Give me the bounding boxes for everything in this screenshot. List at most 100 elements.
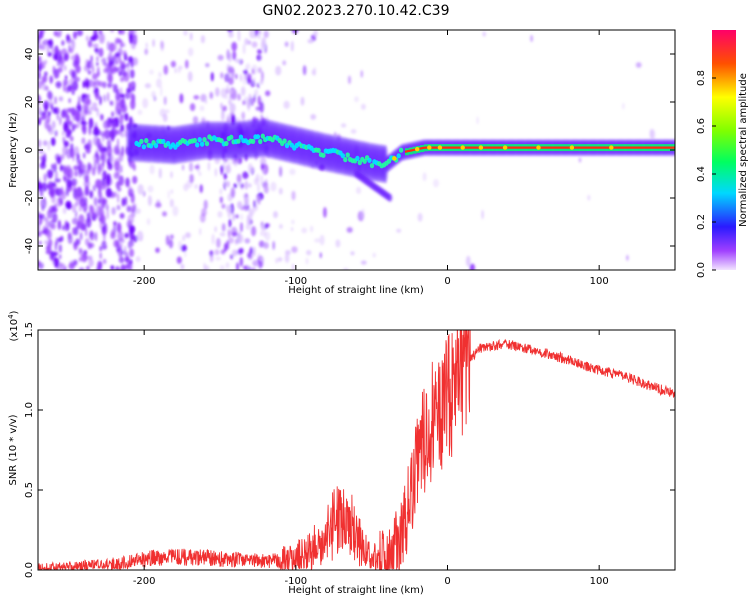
noise-speckle	[260, 174, 264, 186]
noise-speckle	[96, 137, 101, 149]
noise-speckle	[160, 85, 163, 97]
noise-speckle	[279, 166, 283, 178]
noise-speckle	[290, 40, 294, 52]
noise-speckle	[275, 257, 279, 264]
noise-speckle	[127, 188, 134, 197]
noise-speckle	[264, 43, 267, 54]
noise-speckle	[90, 61, 94, 70]
noise-speckle	[69, 135, 74, 142]
noise-speckle	[167, 190, 170, 200]
noise-speckle	[66, 37, 72, 44]
noise-speckle	[124, 232, 129, 239]
noise-speckle	[108, 130, 114, 138]
colorbar-label: Normalized spectral amplitude	[738, 73, 749, 227]
ridge-core-blob	[204, 141, 210, 147]
noise-speckle	[48, 190, 55, 196]
noise-speckle	[46, 124, 52, 132]
noise-speckle	[232, 212, 235, 222]
ridge-peak-point	[392, 156, 397, 161]
noise-speckle	[650, 129, 656, 140]
ridge-core-blob	[195, 142, 200, 148]
noise-speckle	[124, 196, 128, 206]
noise-speckle	[179, 93, 184, 104]
noise-speckle	[152, 39, 155, 48]
ridge-core-blob	[258, 138, 263, 145]
noise-speckle	[132, 235, 138, 243]
noise-speckle	[239, 73, 242, 82]
noise-speckle	[117, 138, 119, 148]
noise-speckle	[76, 191, 79, 196]
noise-speckle	[243, 69, 248, 75]
noise-speckle	[229, 254, 234, 260]
noise-speckle	[106, 205, 109, 212]
noise-speckle	[241, 111, 246, 121]
noise-speckle	[127, 65, 130, 75]
noise-speckle	[237, 93, 241, 101]
noise-speckle	[75, 64, 81, 74]
noise-speckle	[119, 212, 125, 219]
noise-speckle	[43, 100, 49, 111]
noise-speckle	[106, 92, 110, 102]
noise-speckle	[44, 240, 49, 245]
noise-speckle	[184, 251, 187, 258]
noise-speckle	[209, 254, 214, 263]
noise-speckle	[160, 41, 164, 50]
noise-speckle	[78, 95, 81, 106]
noise-speckle	[60, 235, 64, 242]
noise-speckle	[62, 82, 66, 92]
noise-speckle	[102, 170, 107, 180]
noise-speckle	[103, 120, 110, 129]
noise-speckle	[129, 33, 133, 44]
snr-y-label: SNR (10 * v/v)	[8, 414, 19, 485]
noise-speckle	[66, 222, 70, 231]
noise-speckle	[127, 214, 134, 225]
noise-speckle	[253, 76, 256, 84]
noise-speckle	[165, 235, 170, 246]
noise-speckle	[232, 249, 238, 257]
colorbar: 0.0 0.2 0.4 0.6 0.8 Normalized spectral ampl…	[696, 30, 749, 278]
noise-speckle	[80, 116, 86, 125]
noise-speckle	[100, 131, 104, 137]
ridge-peak-point	[460, 145, 465, 150]
noise-speckle	[85, 228, 88, 237]
noise-speckle	[85, 238, 90, 246]
noise-speckle	[41, 182, 48, 192]
x-tick-label: -100	[284, 576, 307, 587]
noise-speckle	[176, 256, 182, 264]
noise-speckle	[252, 260, 259, 267]
colorbar-ticks: 0.0 0.2 0.4 0.6 0.8	[696, 70, 716, 278]
noise-speckle	[163, 65, 169, 75]
noise-speckle	[53, 68, 60, 79]
noise-speckle	[60, 187, 64, 197]
noise-speckle	[291, 30, 299, 34]
noise-speckle	[47, 52, 52, 57]
noise-speckle	[111, 64, 117, 75]
noise-speckle	[142, 98, 149, 109]
noise-speckle	[309, 225, 314, 233]
noise-speckle	[107, 162, 113, 171]
noise-speckle	[118, 30, 122, 35]
ridge-core-blob	[340, 153, 345, 159]
noise-speckle	[49, 251, 54, 261]
ridge-core-blob	[345, 152, 350, 158]
noise-speckle	[305, 257, 309, 265]
ridge-core-blob	[153, 143, 159, 149]
noise-speckle	[54, 240, 58, 251]
snr-background	[38, 330, 675, 570]
noise-speckle	[84, 218, 90, 225]
noise-speckle	[68, 48, 74, 54]
y-tick-label: -40	[24, 238, 35, 254]
noise-speckle	[58, 30, 63, 35]
noise-speckle	[182, 164, 185, 171]
noise-speckle	[130, 259, 133, 265]
noise-speckle	[228, 77, 234, 85]
colorbar-tick-label: 0.4	[696, 166, 707, 182]
noise-speckle	[211, 233, 215, 245]
noise-speckle	[107, 82, 114, 88]
noise-speckle	[214, 168, 218, 177]
noise-speckle	[207, 161, 210, 171]
noise-speckle	[71, 217, 79, 225]
noise-speckle	[319, 234, 325, 246]
noise-speckle	[145, 42, 148, 49]
noise-speckle	[189, 162, 193, 172]
